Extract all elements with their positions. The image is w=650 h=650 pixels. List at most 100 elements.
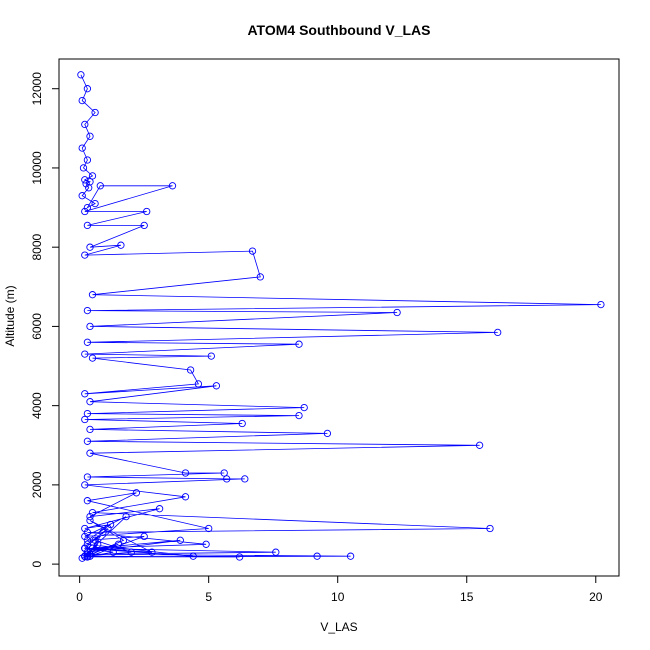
y-tick-label: 0 <box>30 560 44 567</box>
data-point <box>81 544 89 552</box>
data-point <box>223 475 231 483</box>
data-point <box>81 415 89 424</box>
data-point <box>83 497 92 505</box>
data-point <box>86 243 94 251</box>
data-point <box>256 273 264 281</box>
data-point <box>78 96 86 105</box>
data-point <box>220 469 228 477</box>
data-point <box>235 553 244 561</box>
data-point <box>81 251 89 259</box>
data-point <box>83 203 92 212</box>
data-point <box>202 540 210 548</box>
data-point <box>86 516 94 525</box>
data-point <box>81 532 89 541</box>
data-point <box>83 540 92 548</box>
data-point <box>323 429 332 438</box>
data-point <box>207 352 215 360</box>
data-point <box>78 554 86 562</box>
data-point <box>494 328 502 337</box>
data-point <box>248 247 257 255</box>
x-tick-label: 0 <box>76 590 83 604</box>
data-point <box>486 524 494 533</box>
x-axis-label: V_LAS <box>320 620 357 634</box>
series-line <box>80 74 601 559</box>
data-point <box>295 340 303 348</box>
data-point <box>81 350 89 358</box>
data-point <box>295 411 303 420</box>
data-point <box>132 489 141 497</box>
data-point <box>83 306 92 315</box>
y-tick-label: 12000 <box>30 72 44 106</box>
data-point <box>597 300 605 309</box>
data-point <box>81 120 89 129</box>
data-point <box>86 398 94 406</box>
data-point <box>88 172 97 180</box>
data-point <box>241 475 249 483</box>
data-point <box>186 366 195 374</box>
data-point <box>81 524 89 533</box>
data-point <box>99 528 107 537</box>
data-point <box>82 180 90 188</box>
data-point <box>94 540 102 548</box>
data-point <box>168 182 177 190</box>
y-tick-label: 6000 <box>30 313 44 340</box>
data-point <box>83 473 92 481</box>
data-point <box>127 548 135 556</box>
data-point <box>83 338 92 346</box>
data-point <box>140 532 148 541</box>
y-tick-label: 4000 <box>30 392 44 419</box>
data-point <box>88 508 97 517</box>
data-point <box>91 108 99 117</box>
data-point <box>106 520 115 529</box>
data-point <box>79 164 88 172</box>
data-point <box>393 308 401 317</box>
data-point <box>238 419 246 428</box>
y-tick-label: 2000 <box>30 471 44 498</box>
data-point <box>83 437 92 445</box>
data-point <box>475 441 484 449</box>
data-point <box>104 524 112 533</box>
data-point <box>181 469 190 477</box>
data-point <box>83 409 92 418</box>
data-point <box>81 207 89 216</box>
data-point <box>109 548 117 556</box>
data-point <box>122 512 130 521</box>
data-point <box>83 528 92 537</box>
data-point <box>96 182 104 190</box>
data-point <box>313 552 321 560</box>
series-layer <box>77 71 605 562</box>
x-tick-label: 20 <box>589 590 603 604</box>
data-point <box>119 536 128 544</box>
data-point <box>143 207 151 216</box>
data-point <box>86 449 94 457</box>
data-point <box>83 548 92 556</box>
data-point <box>181 493 190 501</box>
y-tick-label: 10000 <box>30 151 44 185</box>
data-point <box>205 524 213 533</box>
data-point <box>83 552 92 560</box>
data-point <box>88 354 97 362</box>
plot-frame <box>58 58 620 577</box>
data-point <box>86 132 94 140</box>
data-point <box>88 544 97 552</box>
x-tick-label: 5 <box>205 590 212 604</box>
data-point <box>86 512 94 521</box>
data-point <box>272 548 280 556</box>
data-point <box>189 552 197 560</box>
data-point <box>155 505 164 513</box>
data-point <box>117 241 125 249</box>
data-point <box>83 156 92 164</box>
data-point <box>83 221 92 230</box>
y-axis-label: Altitude (m) <box>3 285 17 346</box>
data-point <box>83 85 92 93</box>
data-point <box>88 291 97 299</box>
data-point <box>91 536 99 544</box>
data-point <box>81 390 89 398</box>
data-point <box>83 536 92 544</box>
data-point <box>77 71 85 79</box>
data-point <box>86 322 94 331</box>
data-point <box>194 380 203 388</box>
data-point <box>212 382 221 390</box>
data-point <box>114 540 123 548</box>
